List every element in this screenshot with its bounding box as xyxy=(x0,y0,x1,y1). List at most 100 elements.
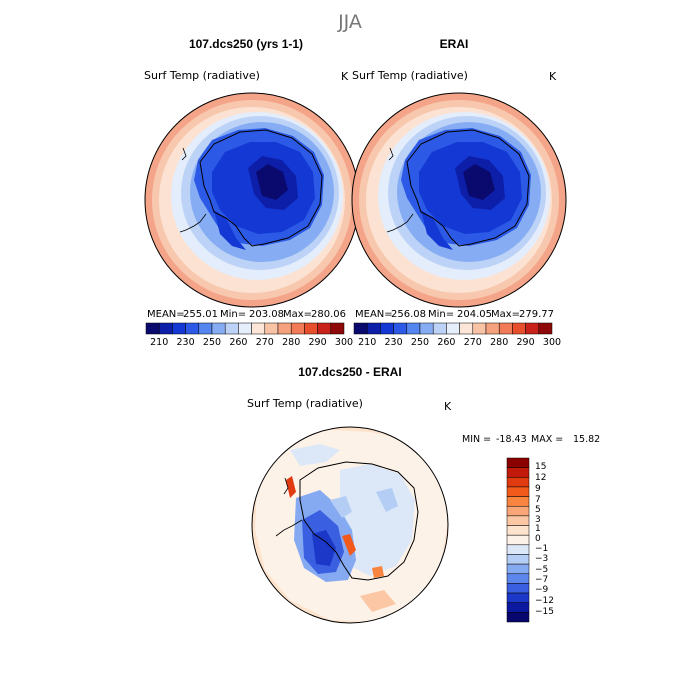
panel-difference-units: K xyxy=(444,400,452,413)
panel-model-units: K xyxy=(341,70,349,83)
panel-model-min-label: Min= xyxy=(220,309,246,320)
panel-model-variable: Surf Temp (radiative) xyxy=(144,69,260,82)
panel-model-colorbar-swatch xyxy=(238,322,252,335)
panel-model-colorbar-swatch xyxy=(145,322,160,335)
panel-difference-colorbar-tick-label: 5 xyxy=(535,505,541,515)
panel-difference-boundary xyxy=(251,426,449,624)
panel-difference-colorbar-tick-label: −7 xyxy=(535,575,548,585)
panel-model-colorbar-tick-label: 300 xyxy=(335,337,353,348)
panel-model-colorbar-swatch xyxy=(224,322,239,335)
panel-reference-colorbar-tick-label: 250 xyxy=(411,337,429,348)
panel-model-colorbar-tick-label: 210 xyxy=(150,337,168,348)
panel-model-colorbar-swatch xyxy=(198,322,213,335)
panel-difference-colorbar-swatch xyxy=(506,457,530,468)
panel-reference-colorbar-swatch xyxy=(512,322,526,335)
panel-model-colorbar-tick-label: 280 xyxy=(282,337,300,348)
panel-difference-max-label: MAX = xyxy=(531,434,563,445)
panel-model-colorbar-swatch xyxy=(211,322,226,335)
panel-difference-colorbar-swatch xyxy=(506,554,530,565)
panel-difference-colorbar-swatch xyxy=(506,602,530,613)
panel-reference-colorbar-swatch xyxy=(498,322,513,335)
panel-difference: 107.dcs250 - ERAI Surf Temp (radiative) … xyxy=(247,365,600,624)
panel-model-colorbar-swatch xyxy=(317,322,332,335)
panel-difference-colorbar-swatch xyxy=(506,583,530,594)
panel-reference-map xyxy=(352,93,566,307)
panel-difference-min-label: MIN = xyxy=(462,434,491,445)
panel-difference-colorbar-swatch xyxy=(506,496,530,507)
panel-model-max: 280.06 xyxy=(311,309,346,320)
panel-reference-colorbar-swatch xyxy=(353,322,368,335)
panel-difference-colorbar-swatch xyxy=(506,505,530,517)
panel-reference-max: 279.77 xyxy=(519,309,554,320)
panel-reference-colorbar-swatch xyxy=(485,322,500,335)
panel-model-min: 203.08 xyxy=(249,309,284,320)
panel-reference-colorbar-swatch xyxy=(366,322,381,335)
panel-difference-colorbar-swatch xyxy=(506,467,530,478)
panel-difference-colorbar-tick-label: 15 xyxy=(535,462,546,472)
panel-model-colorbar-swatch xyxy=(304,322,318,335)
panel-model-max-label: Max= xyxy=(283,309,312,320)
panel-difference-colorbar-tick-label: −5 xyxy=(535,565,548,575)
panel-difference-colorbar-swatch xyxy=(506,477,530,488)
panel-reference-colorbar-swatch xyxy=(432,322,447,335)
panel-difference-min: -18.43 xyxy=(496,434,527,445)
figure-title: JJA xyxy=(337,11,362,33)
panel-reference-colorbar-swatch xyxy=(393,322,408,335)
panel-model-colorbar-swatch xyxy=(185,322,200,335)
panel-difference-colorbar-tick-label: −15 xyxy=(535,607,554,617)
panel-reference-colorbar-tick-label: 280 xyxy=(490,337,508,348)
panel-model-title: 107.dcs250 (yrs 1-1) xyxy=(189,37,303,51)
panel-model-colorbar-tick-label: 260 xyxy=(229,337,247,348)
panel-reference-colorbar: 210 230 250 260 270 280 290 300 xyxy=(353,322,561,348)
panel-difference-colorbar-tick-label: −12 xyxy=(535,596,554,606)
panel-model-map xyxy=(145,93,359,307)
panel-difference-colorbar-swatch xyxy=(506,515,530,526)
panel-reference-colorbar-tick-label: 210 xyxy=(358,337,376,348)
panel-difference-variable: Surf Temp (radiative) xyxy=(247,397,363,410)
panel-reference-min: 204.05 xyxy=(457,309,492,320)
panel-model-colorbar-swatch xyxy=(277,322,292,335)
panel-reference-units: K xyxy=(549,70,557,83)
panel-model-mean-label: MEAN= xyxy=(147,309,185,320)
panel-difference-colorbar-swatch xyxy=(506,592,530,603)
panel-reference-colorbar-swatch xyxy=(525,322,540,335)
panel-difference-colorbar-tick-label: 12 xyxy=(535,473,546,483)
panel-model-colorbar-swatch xyxy=(330,322,345,335)
panel-reference-mean-label: MEAN= xyxy=(355,309,393,320)
panel-difference-map xyxy=(252,427,448,623)
panel-difference-colorbar-tick-label: 0 xyxy=(535,534,541,544)
panel-difference-colorbar-swatch xyxy=(506,486,530,497)
panel-model-mean: 255.01 xyxy=(183,309,218,320)
panel-reference-colorbar-swatch xyxy=(459,322,474,335)
panel-difference-colorbar-swatch xyxy=(506,573,530,584)
panel-model-colorbar-swatch xyxy=(172,322,186,335)
panel-reference-mean: 256.08 xyxy=(391,309,426,320)
panel-difference-colorbar-swatch xyxy=(506,525,530,536)
panel-reference-colorbar-tick-label: 260 xyxy=(437,337,455,348)
panel-model-colorbar-swatch xyxy=(290,322,305,335)
panel-model-colorbar-tick-label: 250 xyxy=(203,337,221,348)
panel-reference-colorbar-swatch xyxy=(406,322,421,335)
panel-model-colorbar-swatch xyxy=(251,322,266,335)
panel-model-colorbar-tick-label: 230 xyxy=(177,337,195,348)
panel-model-colorbar-tick-label: 270 xyxy=(256,337,274,348)
panel-reference: ERAI Surf Temp (radiative) K MEAN= 256.0… xyxy=(351,37,567,348)
panel-reference-colorbar-swatch xyxy=(419,322,434,335)
panel-difference-colorbar-tick-label: −3 xyxy=(535,554,548,564)
panel-reference-variable: Surf Temp (radiative) xyxy=(352,69,468,82)
panel-reference-boundary xyxy=(351,92,567,308)
panel-difference-colorbar-tick-label: 7 xyxy=(535,495,541,505)
panel-difference-colorbar-tick-label: 9 xyxy=(535,484,541,494)
panel-reference-colorbar-swatch xyxy=(380,322,394,335)
panel-difference-colorbar-swatch xyxy=(506,534,530,546)
panel-difference-colorbar-tick-label: −1 xyxy=(535,544,548,554)
panel-model-colorbar-tick-label: 290 xyxy=(309,337,327,348)
panel-difference-colorbar-tick-label: −9 xyxy=(535,585,549,595)
panel-reference-min-label: Min= xyxy=(428,309,454,320)
panel-difference-colorbar-tick-label: 1 xyxy=(535,524,541,534)
panel-difference-max: 15.82 xyxy=(573,434,600,445)
panel-model-colorbar: 210 230 250 260 270 280 290 300 xyxy=(145,322,353,348)
panel-difference-colorbar-swatch xyxy=(506,563,530,575)
